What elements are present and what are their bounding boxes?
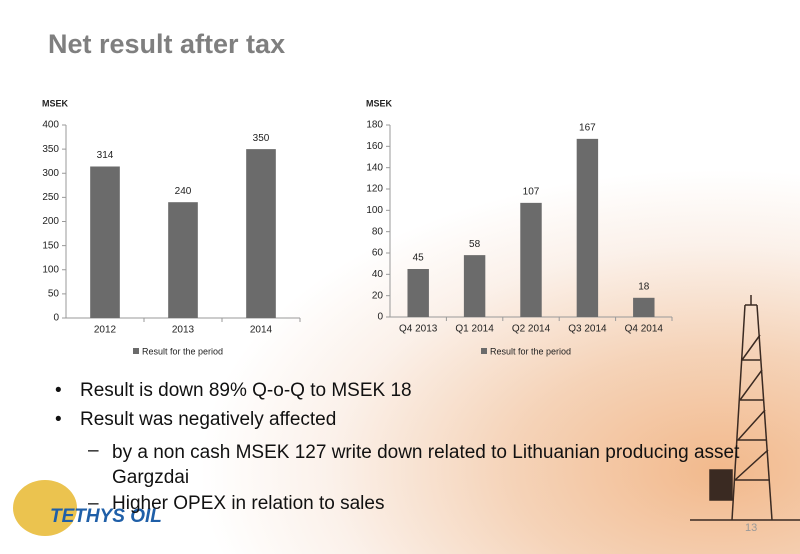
legend-label: Result for the period [142,346,223,356]
y-tick-label: 40 [372,269,384,280]
y-tick-label: 180 [366,120,383,131]
bullet-dot: • [55,409,62,430]
legend-swatch [481,348,487,354]
bar [463,255,486,317]
data-label: 314 [97,150,114,161]
data-label: 58 [469,239,481,250]
data-label: 240 [175,186,192,197]
bullet-dot: • [55,380,62,401]
data-label: 107 [523,187,540,198]
x-tick-label: Q3 2014 [568,324,607,335]
y-tick-label: 150 [42,240,59,251]
y-tick-label: 250 [42,192,59,203]
bar [90,166,120,318]
sub-bullet: by a non cash MSEK 127 write down relate… [112,442,740,488]
logo-text: TETHYS OIL [50,506,162,527]
bar [407,269,429,317]
y-tick-label: 160 [366,141,383,152]
bar [246,149,276,318]
x-tick-label: Q4 2013 [399,324,438,335]
data-label: 350 [253,133,270,144]
x-tick-label: Q2 2014 [512,324,551,335]
legend-label: Result for the period [490,346,571,356]
data-label: 45 [413,253,425,264]
sub-bullet-dash: – [88,440,99,461]
bullet: Result is down 89% Q-o-Q to MSEK 18 [80,380,412,401]
y-tick-label: 0 [377,312,383,323]
y-tick-label: 50 [48,289,60,300]
y-tick-label: 300 [42,168,59,179]
y-tick-label: 100 [366,205,383,216]
x-tick-label: Q1 2014 [455,324,494,335]
x-tick-label: 2013 [172,325,195,336]
y-axis-label: MSEK [366,98,393,108]
x-tick-label: 2014 [250,325,273,336]
bar [576,138,599,317]
slide-title: Net result after tax [48,29,285,59]
data-label: 167 [579,123,596,134]
x-tick-label: Q4 2014 [625,324,664,335]
bar [168,202,198,318]
y-tick-label: 200 [42,216,59,227]
y-tick-label: 100 [42,264,59,275]
y-tick-label: 20 [372,290,384,301]
y-tick-label: 400 [42,120,59,131]
page-number: 13 [745,522,757,534]
bar [520,202,542,317]
sub-bullet-dash: – [88,493,99,514]
bullet: Result was negatively affected [80,409,337,430]
data-label: 18 [638,281,650,292]
oil-rig [690,295,800,521]
legend-swatch [133,348,139,354]
y-tick-label: 0 [53,313,59,324]
logo: TETHYS OIL [13,480,162,536]
y-tick-label: 60 [372,248,384,259]
y-tick-label: 350 [42,144,59,155]
y-tick-label: 140 [366,162,383,173]
y-axis-label: MSEK [42,98,69,108]
x-tick-label: 2012 [94,325,117,336]
sub-bullet: Higher OPEX in relation to sales [112,493,385,514]
bar [633,297,655,317]
y-tick-label: 80 [372,226,384,237]
y-tick-label: 120 [366,184,383,195]
